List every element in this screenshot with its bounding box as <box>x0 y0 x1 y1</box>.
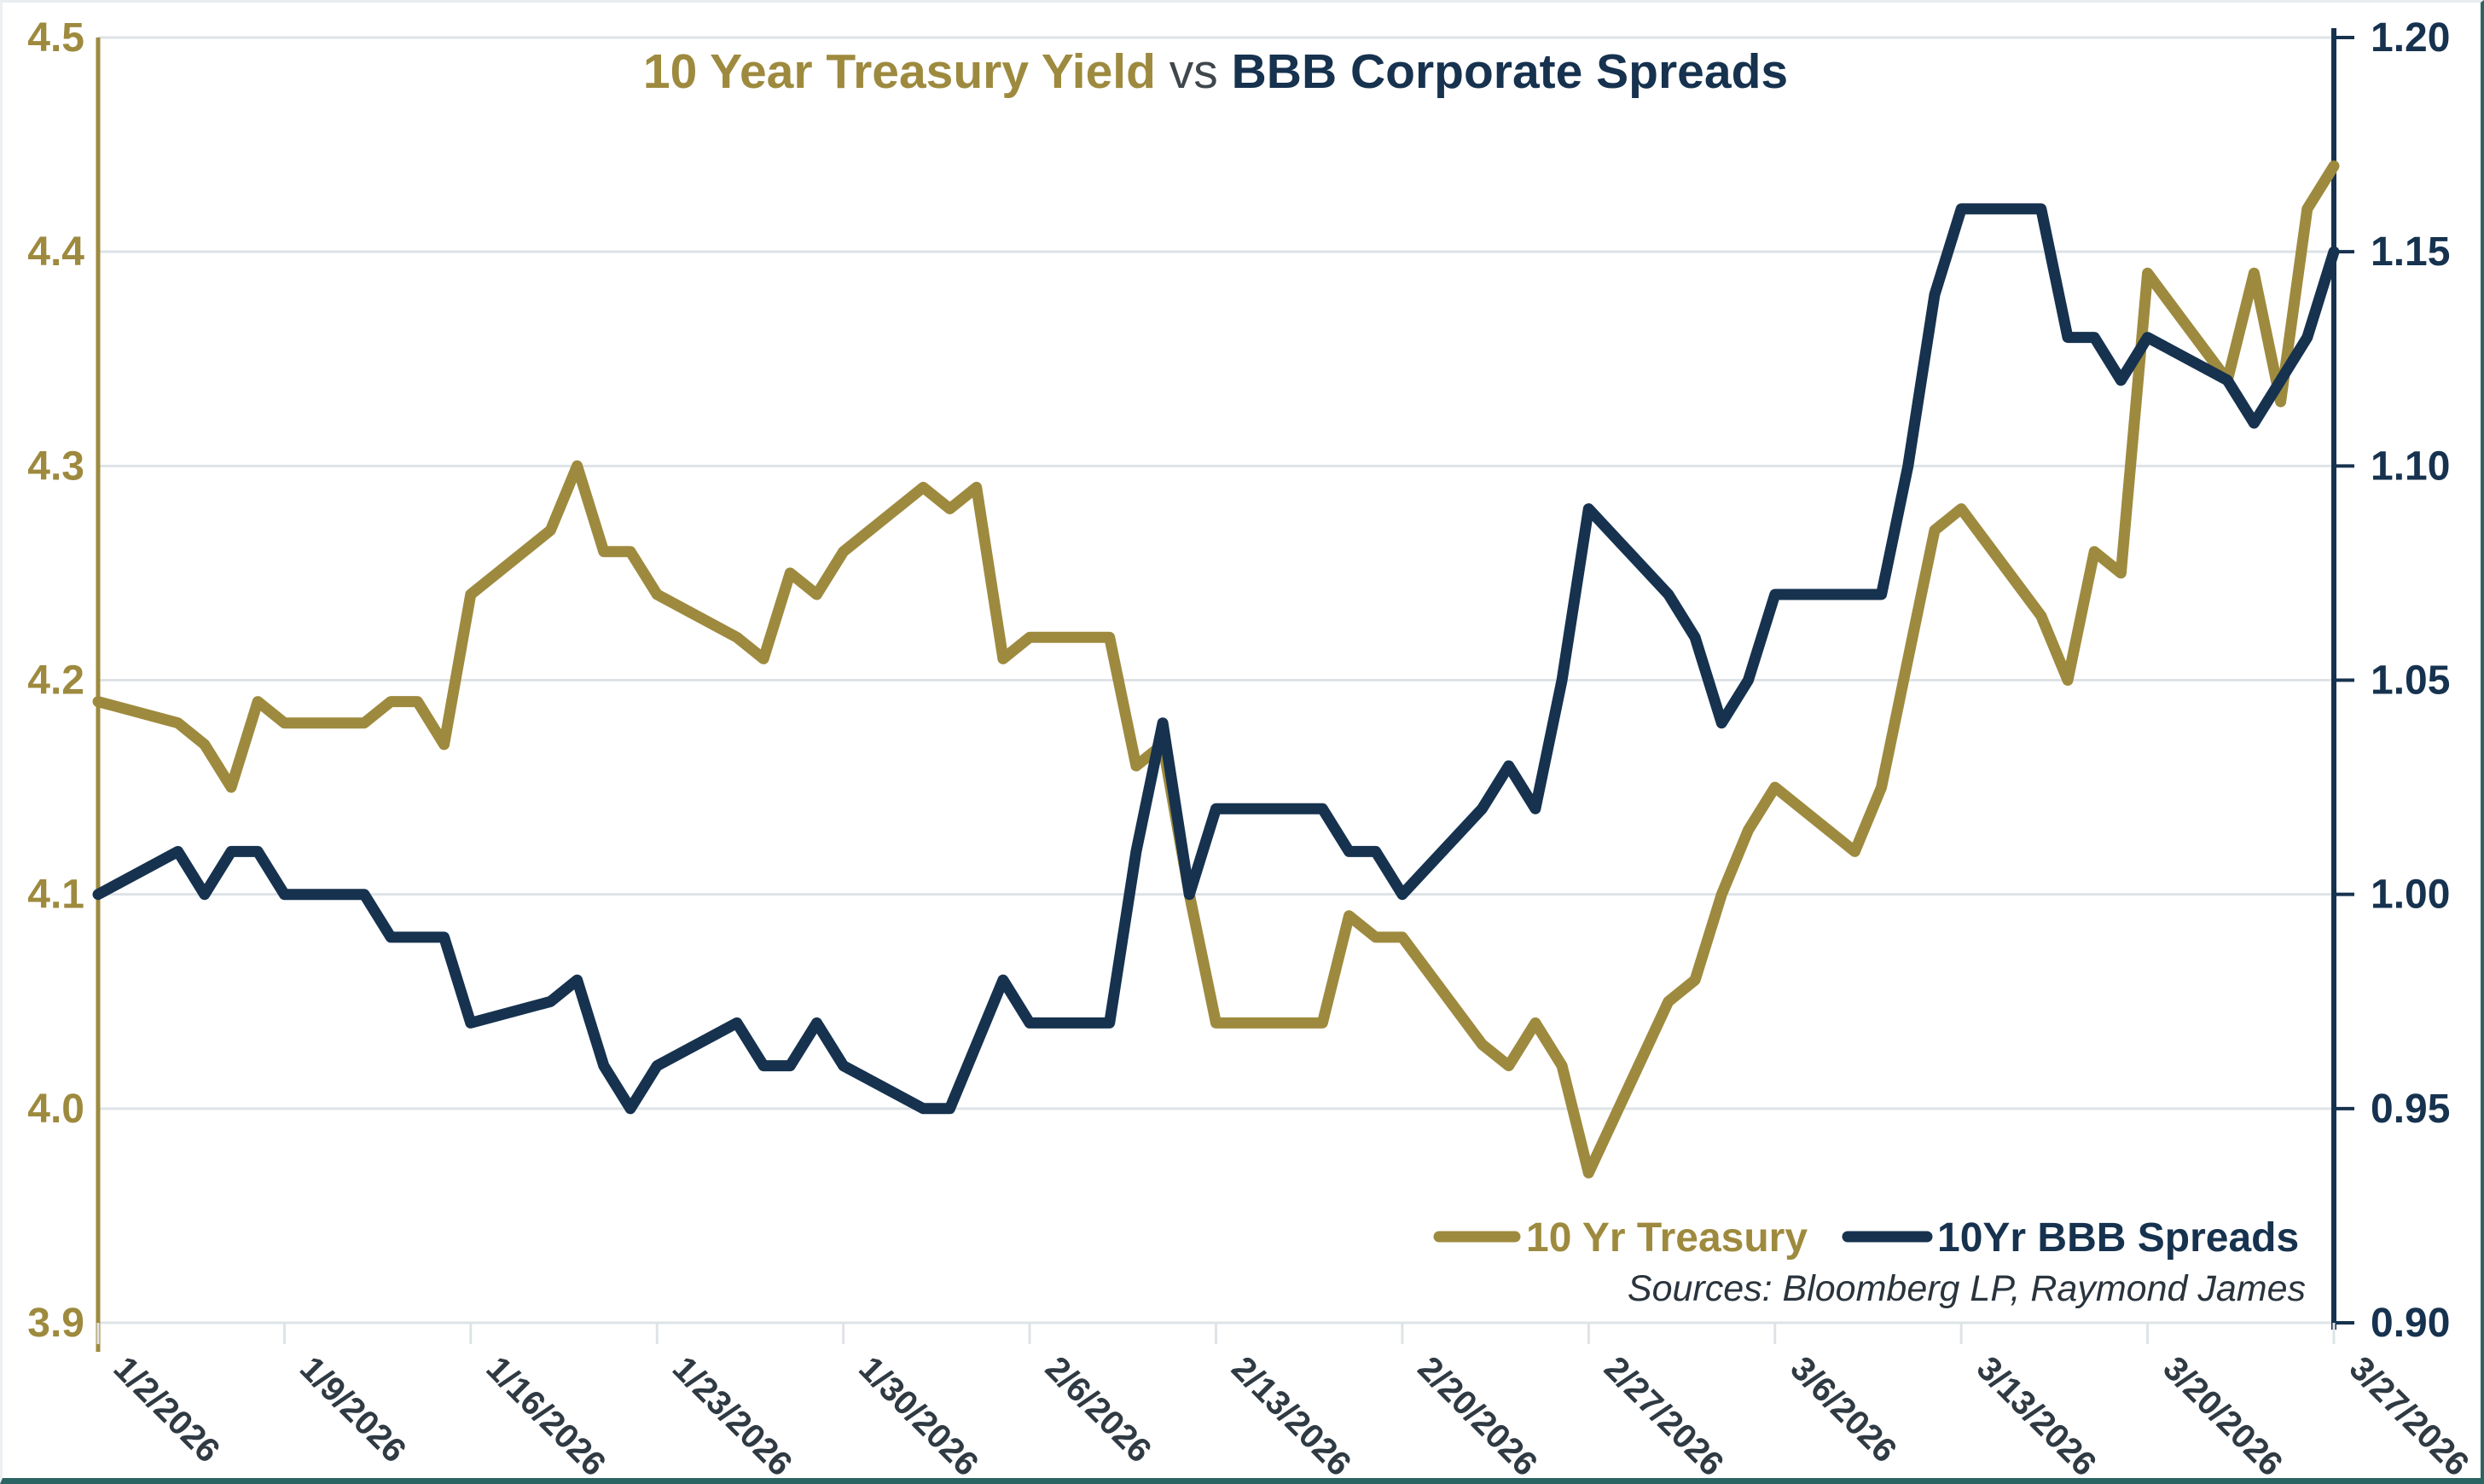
x-axis-tick-label: 3/27/2026 <box>2342 1349 2476 1483</box>
left-axis-tick-label: 4.4 <box>27 229 84 275</box>
tick-marks-layer <box>96 36 2354 1344</box>
x-axis-tick-label: 1/30/2026 <box>851 1349 985 1483</box>
x-axis-tick-label: 1/16/2026 <box>479 1349 612 1483</box>
right-axis-tick-label: 1.00 <box>2371 872 2450 918</box>
chart-title-treasury: 10 Year Treasury Yield <box>643 44 1156 99</box>
x-axis-tick-label: 2/13/2026 <box>1224 1349 1358 1483</box>
x-axis-tick-label: 2/6/2026 <box>1038 1349 1158 1470</box>
x-axis-tick-label: 3/6/2026 <box>1783 1349 1903 1470</box>
legend-label-treasury: 10 Yr Treasury <box>1526 1215 1808 1261</box>
left-axis-tick-label: 3.9 <box>27 1301 84 1346</box>
right-axis-tick-label: 1.20 <box>2371 15 2450 61</box>
x-axis-tick-label: 3/13/2026 <box>1970 1349 2104 1483</box>
x-axis-tick-label: 1/23/2026 <box>665 1349 799 1483</box>
left-axis-tick-label: 4.2 <box>27 658 84 704</box>
series-lines-layer <box>92 160 2340 1179</box>
right-axis-tick-label: 0.95 <box>2371 1087 2450 1132</box>
left-axis-tick-label: 4.5 <box>27 15 84 61</box>
right-axis-tick-label: 0.90 <box>2371 1301 2450 1346</box>
axes-layer <box>96 28 2336 1352</box>
left-axis-tick-label: 4.3 <box>27 443 84 489</box>
chart-title: 10 Year Treasury Yield vs BBB Corporate … <box>643 44 1788 99</box>
gridlines-layer <box>98 36 2334 1325</box>
left-axis-tick-label: 4.1 <box>27 872 84 918</box>
legend: 10 Yr Treasury 10Yr BBB Spreads <box>1433 1215 2299 1261</box>
x-axis-tick-label: 1/9/2026 <box>293 1349 413 1470</box>
right-axis-tick-label: 1.10 <box>2371 443 2450 489</box>
legend-label-bbb: 10Yr BBB Spreads <box>1937 1215 2299 1261</box>
series-line-10-yr-treasury <box>92 160 2340 1179</box>
x-axis-tick-label: 3/20/2026 <box>2156 1349 2290 1483</box>
right-axis-tick-label: 1.15 <box>2371 229 2450 275</box>
right-axis-tick-label: 1.05 <box>2371 658 2450 704</box>
axis-labels-layer: 4.5 1.20 4.4 1.15 4.3 1.10 4.2 1.05 4.1 1.00 4.0 0.… <box>27 15 2476 1483</box>
source-note: Sources: Bloomberg LP, Raymond James <box>1628 1268 2306 1309</box>
left-axis-tick-label: 4.0 <box>27 1087 84 1132</box>
x-axis-tick-label: 2/27/2026 <box>1597 1349 1731 1483</box>
x-axis-tick-label: 2/20/2026 <box>1411 1349 1545 1483</box>
chart-title-vs: vs <box>1169 44 1232 99</box>
chart-canvas: 4.5 1.20 4.4 1.15 4.3 1.10 4.2 1.05 4.1 1.00 4.0 0.… <box>27 15 2476 1483</box>
chart-title-bbb: BBB Corporate Spreads <box>1232 44 1788 99</box>
x-axis-tick-label: 1/2/2026 <box>107 1349 227 1470</box>
series-line-10yr-bbb-spreads <box>92 203 2340 1115</box>
